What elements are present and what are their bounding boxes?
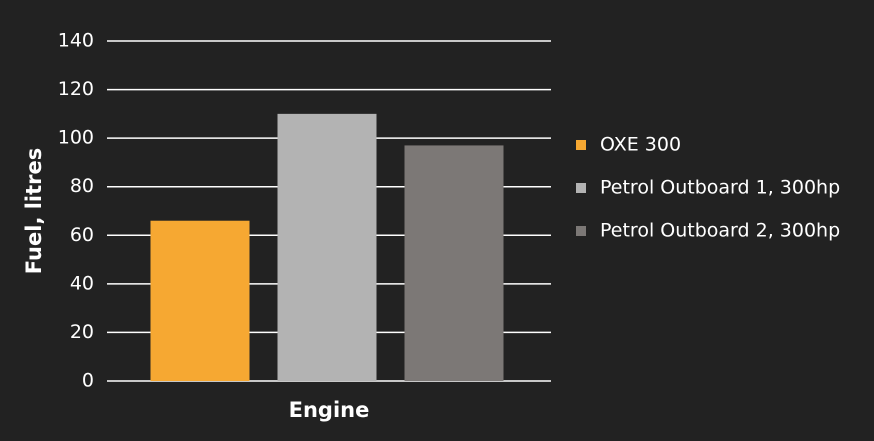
y-tick-label: 60 <box>70 224 94 246</box>
y-tick-label: 0 <box>82 370 94 392</box>
bar <box>277 113 377 381</box>
bar <box>404 145 504 381</box>
legend-label: OXE 300 <box>600 134 681 156</box>
legend-label: Petrol Outboard 1, 300hp <box>600 177 840 199</box>
y-tick-label: 140 <box>58 30 94 52</box>
x-axis-title: Engine <box>289 398 370 422</box>
y-tick-label: 100 <box>58 127 94 149</box>
y-axis-title: Fuel, litres <box>22 148 46 275</box>
y-tick-label: 80 <box>70 175 94 197</box>
legend-swatch <box>576 183 586 193</box>
legend-swatch <box>576 226 586 236</box>
legend-swatch <box>576 140 586 150</box>
legend-label: Petrol Outboard 2, 300hp <box>600 220 840 242</box>
y-tick-label: 40 <box>70 272 94 294</box>
y-tick-label: 20 <box>70 321 94 343</box>
bar <box>150 220 250 381</box>
y-tick-label: 120 <box>58 78 94 100</box>
